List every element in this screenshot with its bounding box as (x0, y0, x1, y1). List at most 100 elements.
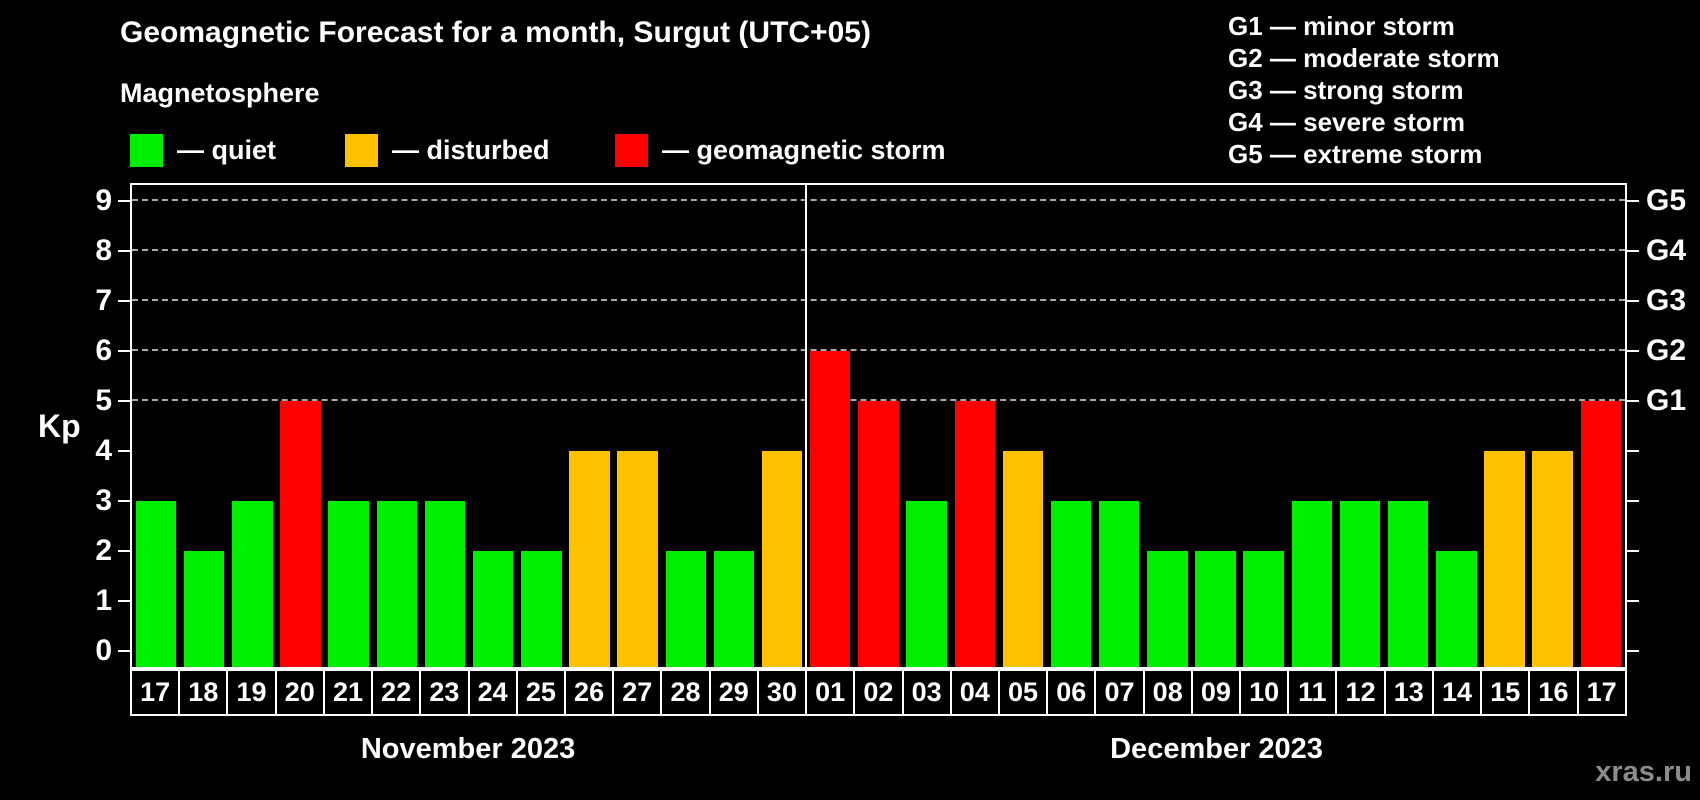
g-axis-label-g5: G5 (1646, 183, 1687, 217)
day-label-cell-27: 27 (612, 669, 663, 716)
day-label-cell-04: 04 (949, 669, 1000, 716)
legend-label-storm: — geomagnetic storm (662, 134, 946, 165)
kp-bar (1387, 501, 1429, 667)
bar-slot-day-18 (180, 185, 228, 667)
kp-bar (1580, 400, 1621, 667)
bar-slot-day-14 (1432, 185, 1480, 667)
day-label-cell-22: 22 (371, 669, 422, 716)
y-tick-label-4: 4 (95, 434, 112, 468)
g-scale-item-g1: G1 — minor storm (1228, 11, 1455, 41)
y-tick-label-2: 2 (95, 534, 112, 568)
legend-item-quiet: — quiet (130, 132, 276, 168)
y-tick-mark-left (118, 199, 130, 202)
chart-title: Geomagnetic Forecast for a month, Surgut… (120, 16, 871, 49)
grid-line-kp5 (132, 398, 1625, 401)
kp-bar (906, 501, 947, 667)
y-tick-mark-left (118, 399, 130, 402)
y-tick-mark-left (118, 299, 130, 302)
y-tick-mark-left (118, 650, 130, 653)
plot-area (130, 183, 1627, 669)
kp-bar (521, 551, 562, 667)
bar-slot-day-24 (469, 185, 517, 667)
legend-label-disturbed: — disturbed (392, 134, 550, 165)
day-label-cell-17: 17 (130, 669, 181, 716)
kp-bar (1195, 551, 1236, 667)
bar-slot-day-19 (228, 185, 276, 667)
day-label-cell-19: 19 (226, 669, 277, 716)
g-scale-item-g4: G4 — severe storm (1228, 107, 1466, 137)
day-label-cell-08: 08 (1142, 669, 1193, 716)
bar-slot-day-13 (1384, 185, 1432, 667)
day-label-row: 17 18 19 20 21 22 23 24 25 26 27 28 29 30 01 02 03 04 05 06… (130, 669, 1627, 716)
magnetosphere-label: Magnetosphere (120, 78, 320, 108)
kp-bar (135, 501, 177, 667)
y-tick-label-8: 8 (95, 233, 112, 267)
y-tick-mark-right (1627, 650, 1639, 653)
bar-slot-day-15 (1480, 185, 1528, 667)
y-tick-mark-left (118, 600, 130, 603)
kp-bar (1002, 451, 1044, 667)
month-label-november: November 2023 (360, 733, 576, 765)
day-label-cell-14: 14 (1431, 669, 1483, 716)
g-axis-label-g1: G1 (1646, 383, 1687, 417)
kp-bar (569, 451, 610, 667)
bar-slot-day-22 (373, 185, 421, 667)
grid-line-kp7 (132, 298, 1625, 301)
bar-slot-day-12 (1336, 185, 1384, 667)
day-label-cell-03: 03 (901, 669, 952, 716)
grid-line-kp6 (132, 348, 1625, 351)
kp-bar (472, 551, 514, 667)
day-label-cell-26: 26 (563, 669, 615, 716)
y-tick-mark-right (1627, 399, 1639, 402)
y-tick-mark-right (1627, 500, 1639, 503)
bar-slot-day-28 (662, 185, 710, 667)
bar-slot-day-04 (951, 185, 999, 667)
bar-slot-day-26 (565, 185, 613, 667)
bar-slot-day-02 (854, 185, 902, 667)
bar-slot-day-08 (1143, 185, 1191, 667)
y-tick-mark-left (118, 500, 130, 503)
day-label-cell-21: 21 (322, 669, 374, 716)
day-label-cell-28: 28 (660, 669, 711, 716)
kp-bar (713, 551, 755, 667)
y-tick-label-1: 1 (95, 584, 112, 618)
kp-axis-title: Kp (38, 408, 81, 444)
kp-bar (1050, 501, 1092, 667)
kp-bar (617, 451, 658, 667)
day-label-cell-02: 02 (853, 669, 904, 716)
y-tick-mark-right (1627, 249, 1639, 252)
g-axis-label-g2: G2 (1646, 333, 1687, 367)
kp-bar (810, 350, 851, 667)
disturbed-color-swatch (345, 133, 378, 167)
bar-slot-day-30 (758, 185, 806, 667)
kp-bar (280, 400, 321, 667)
y-tick-mark-right (1627, 600, 1639, 603)
kp-bar (761, 451, 803, 667)
kp-bar (665, 551, 706, 667)
storm-color-swatch (615, 133, 648, 167)
day-label-cell-29: 29 (708, 669, 759, 716)
day-label-cell-20: 20 (274, 669, 325, 716)
g-axis-label-g4: G4 (1646, 233, 1687, 267)
day-label-cell-12: 12 (1335, 669, 1386, 716)
kp-bar (376, 501, 418, 667)
bar-slot-day-20 (276, 185, 324, 667)
y-tick-label-7: 7 (95, 283, 112, 317)
legend-item-disturbed: — disturbed (345, 132, 550, 168)
watermark-xras: xras.ru (1595, 756, 1692, 788)
kp-bar (424, 501, 466, 667)
kp-bar (1532, 451, 1573, 667)
g-scale-item-g2: G2 — moderate storm (1228, 43, 1500, 73)
day-label-cell-09: 09 (1190, 669, 1242, 716)
bar-slot-day-17 (1577, 185, 1625, 667)
bar-slot-day-27 (614, 185, 662, 667)
kp-bar (232, 501, 273, 667)
bar-slot-day-03 (903, 185, 951, 667)
bar-slot-day-10 (1240, 185, 1288, 667)
y-tick-mark-left (118, 349, 130, 352)
day-label-cell-23: 23 (419, 669, 470, 716)
bar-slot-day-01 (806, 185, 854, 667)
kp-bar (954, 400, 995, 667)
day-label-cell-07: 07 (1094, 669, 1145, 716)
